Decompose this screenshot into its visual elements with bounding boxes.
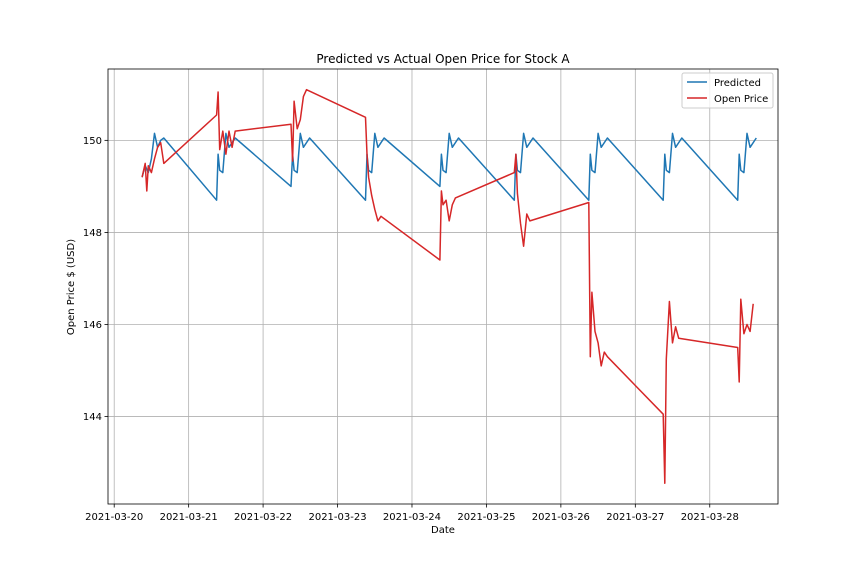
legend-label-open-price: Open Price: [714, 94, 768, 105]
x-tick-label: 2021-03-28: [681, 512, 739, 523]
x-axis: 2021-03-20 2021-03-21 2021-03-22 2021-03-23…: [85, 504, 739, 523]
x-tick-label: 2021-03-24: [383, 512, 441, 523]
x-tick-label: 2021-03-26: [532, 512, 590, 523]
y-tick-label: 146: [83, 320, 102, 331]
plot-frame: [107, 68, 779, 505]
y-tick-label: 148: [83, 228, 102, 239]
legend-label-predicted: Predicted: [714, 78, 761, 89]
y-tick-label: 150: [83, 136, 102, 147]
y-axis-title: Open Price $ (USD): [66, 239, 77, 335]
series-layer: [141, 88, 757, 485]
x-tick-label: 2021-03-25: [457, 512, 515, 523]
chart-title: Predicted vs Actual Open Price for Stock…: [316, 52, 570, 66]
legend: Predicted Open Price: [681, 72, 774, 109]
x-tick-label: 2021-03-27: [606, 512, 664, 523]
x-axis-title: Date: [431, 525, 455, 536]
y-tick-label: 144: [83, 412, 102, 423]
x-tick-label: 2021-03-21: [160, 512, 218, 523]
y-axis: 144 146 148 150: [83, 136, 108, 423]
x-tick-label: 2021-03-23: [308, 512, 366, 523]
series-line-open-price: [141, 88, 754, 485]
series-line-predicted: [141, 132, 757, 201]
x-tick-label: 2021-03-20: [85, 512, 143, 523]
x-tick-label: 2021-03-22: [234, 512, 292, 523]
